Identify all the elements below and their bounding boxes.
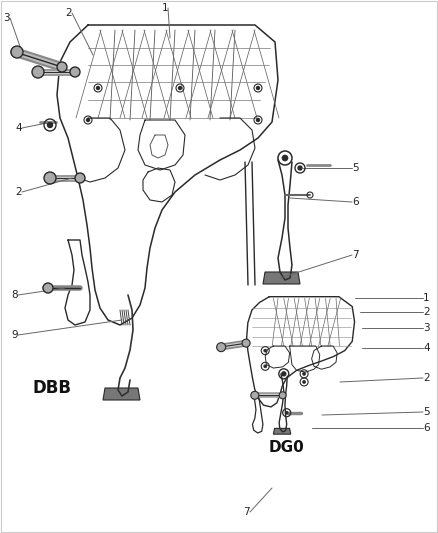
Circle shape [257, 118, 259, 122]
Text: 2: 2 [423, 373, 430, 383]
Circle shape [44, 172, 56, 184]
Circle shape [282, 372, 286, 376]
Circle shape [57, 62, 67, 72]
Circle shape [264, 349, 267, 352]
Text: 2: 2 [423, 307, 430, 317]
Circle shape [257, 86, 259, 90]
Circle shape [32, 66, 44, 78]
Polygon shape [103, 388, 140, 400]
Circle shape [75, 173, 85, 183]
Polygon shape [273, 429, 291, 434]
Text: 4: 4 [15, 123, 22, 133]
Text: DG0: DG0 [269, 440, 304, 455]
Text: 1: 1 [161, 3, 168, 13]
Circle shape [70, 67, 80, 77]
Text: 6: 6 [423, 423, 430, 433]
Text: 8: 8 [11, 290, 18, 300]
Circle shape [298, 166, 302, 170]
Text: 3: 3 [4, 13, 10, 23]
Circle shape [282, 155, 288, 161]
Text: 2: 2 [15, 187, 22, 197]
Text: 5: 5 [423, 407, 430, 417]
Text: 5: 5 [352, 163, 359, 173]
Text: DBB: DBB [32, 379, 71, 397]
Text: 1: 1 [423, 293, 430, 303]
Text: 9: 9 [11, 330, 18, 340]
Circle shape [285, 411, 288, 414]
Text: 3: 3 [423, 323, 430, 333]
Circle shape [86, 118, 89, 122]
Circle shape [11, 46, 23, 58]
Text: 2: 2 [65, 8, 72, 18]
Text: 4: 4 [423, 343, 430, 353]
Text: 7: 7 [244, 507, 250, 517]
Circle shape [303, 381, 306, 383]
Circle shape [179, 86, 181, 90]
Circle shape [242, 339, 250, 347]
Circle shape [217, 343, 226, 352]
Circle shape [251, 391, 259, 399]
Circle shape [43, 283, 53, 293]
Circle shape [96, 86, 99, 90]
Polygon shape [263, 272, 300, 284]
Text: 7: 7 [352, 250, 359, 260]
Circle shape [47, 123, 53, 127]
Circle shape [279, 392, 286, 399]
Circle shape [264, 365, 267, 368]
Circle shape [303, 373, 306, 375]
Text: 6: 6 [352, 197, 359, 207]
